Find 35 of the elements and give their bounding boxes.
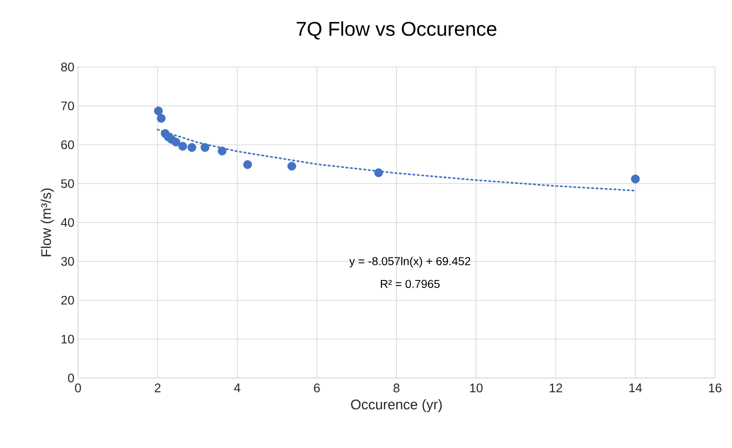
x-axis-title: Occurence (yr): [351, 399, 442, 412]
x-tick-label: 12: [550, 384, 562, 392]
y-tick-label: 80: [61, 62, 74, 72]
y-tick-label: 10: [62, 334, 74, 344]
x-tick-label: 10: [470, 384, 483, 392]
point: [287, 162, 296, 171]
point: [374, 168, 383, 178]
x-tick-label: 6: [314, 384, 320, 392]
point: [172, 138, 180, 146]
x-tick-label: 8: [394, 384, 400, 392]
point: [156, 114, 166, 123]
y-tick-label: 60: [61, 140, 74, 150]
y-tick-label: 40: [60, 218, 74, 227]
annotation: y = -8.057ln(x) + 69.452: [349, 256, 470, 268]
point: [218, 146, 227, 156]
x-tick-label: 4: [234, 384, 240, 392]
point: [243, 160, 252, 169]
y-tick-label: 20: [61, 296, 74, 305]
x-tick-label: 14: [629, 384, 642, 392]
x-tick-label: 0: [75, 384, 81, 392]
x-tick-label: 2: [154, 384, 160, 392]
x-tick-label: 16: [709, 384, 722, 392]
point: [200, 143, 210, 152]
point: [154, 106, 163, 116]
y-axis-title: Flow (m³/s): [40, 188, 54, 256]
point: [187, 143, 196, 152]
point: [631, 174, 640, 184]
chart-title: 7Q Flow vs Occurence: [296, 21, 496, 40]
y-tick-label: 70: [61, 101, 74, 110]
line-series: [156, 128, 636, 192]
point: [178, 142, 188, 151]
y-tick-label: 50: [61, 179, 74, 188]
annotation: R² = 0.7965: [380, 280, 440, 288]
y-tick-label: 30: [61, 256, 74, 266]
y-tick-label: 0: [68, 374, 74, 382]
